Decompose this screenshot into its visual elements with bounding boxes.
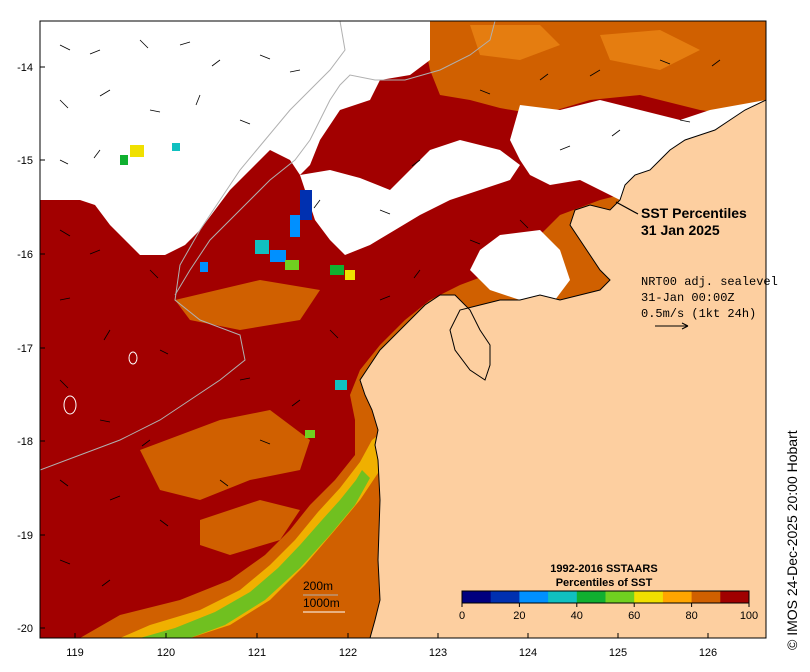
sst-orange-inland-band <box>140 410 310 500</box>
colorbar-tick-label: 20 <box>513 610 525 622</box>
y-tick-label: -17 <box>17 343 33 355</box>
x-tick-label: 122 <box>339 647 357 659</box>
colorbar-segment <box>462 591 492 603</box>
credit-text: © IMOS 24-Dec-2025 20:00 Hobart <box>784 430 800 650</box>
contour-label-1000m: 1000m <box>303 596 340 610</box>
legend-title-2: Percentiles of SST <box>556 577 653 589</box>
cloud-mask-north <box>40 21 430 255</box>
x-tick-label: 125 <box>609 647 627 659</box>
contour-label-200m: 200m <box>303 579 333 593</box>
colorbar-legend: 1992-2016 SSTAARS Percentiles of SST 0 20… <box>459 563 758 622</box>
current-vectors <box>59 39 721 587</box>
colorbar-segment <box>519 591 549 603</box>
map-layers <box>40 21 766 638</box>
sst-orange-patch-midwest <box>175 280 320 330</box>
seamount-contour <box>63 395 77 415</box>
colorbar-segment <box>605 591 635 603</box>
title-line-2: 31 Jan 2025 <box>641 222 720 238</box>
colorbar-outline <box>461 590 750 604</box>
y-tick-label: -20 <box>17 623 33 635</box>
y-tick-label: -14 <box>17 62 33 74</box>
x-tick-label: 121 <box>248 647 266 659</box>
y-tick-label: -15 <box>17 155 33 167</box>
current-source: NRT00 adj. sealevel <box>641 275 778 289</box>
map-title: SST Percentiles 31 Jan 2025 <box>615 201 747 238</box>
colorbar-segment <box>490 591 520 603</box>
colorbar-segment <box>691 591 721 603</box>
cold-pixel-cluster <box>120 143 355 438</box>
y-tick-label: -18 <box>17 436 33 448</box>
current-time: 31-Jan 00:00Z <box>641 291 735 305</box>
colorbar-tick-label: 100 <box>740 610 758 622</box>
colorbar <box>461 590 750 604</box>
colorbar-segment <box>662 591 693 603</box>
colorbar-ticks: 0 20 40 60 80 100 <box>459 603 758 622</box>
map-frame <box>39 20 767 639</box>
x-axis: 119 120 121 122 123 124 125 126 <box>66 633 717 659</box>
x-tick-label: 123 <box>429 647 447 659</box>
x-tick-label: 126 <box>699 647 717 659</box>
seamount-contour-2 <box>128 351 138 365</box>
colorbar-segment <box>576 591 606 603</box>
y-axis: -14 -15 -16 -17 -18 -19 -20 <box>17 62 45 635</box>
cloud-mask-bay <box>470 230 570 300</box>
legend-title-1: 1992-2016 SSTAARS <box>550 563 657 575</box>
sst-green-coastal-strip <box>140 470 370 638</box>
colorbar-tick-label: 80 <box>685 610 697 622</box>
scale-arrow-head <box>681 322 689 330</box>
contour-legend: 200m 1000m <box>303 579 345 613</box>
x-tick-label: 124 <box>519 647 537 659</box>
colorbar-segment <box>634 591 664 603</box>
colorbar-segment <box>720 591 750 603</box>
cloud-mask-central <box>300 140 520 255</box>
y-tick-label: -19 <box>17 530 33 542</box>
colorbar-tick-label: 0 <box>459 610 465 622</box>
x-tick-label: 120 <box>157 647 175 659</box>
colorbar-tick-label: 60 <box>628 610 640 622</box>
contour-200m <box>174 21 496 296</box>
sst-orange-band-2 <box>200 500 300 555</box>
title-line-1: SST Percentiles <box>641 205 747 221</box>
contour-1000m <box>40 21 346 471</box>
y-tick-label: -16 <box>17 249 33 261</box>
colorbar-tick-label: 40 <box>571 610 583 622</box>
current-scale: 0.5m/s (1kt 24h) <box>641 307 756 321</box>
sst-orange-patch-upper <box>470 25 700 70</box>
colorbar-segment <box>548 591 578 603</box>
x-tick-label: 119 <box>66 647 84 659</box>
current-info: NRT00 adj. sealevel 31-Jan 00:00Z 0.5m/s… <box>641 275 778 330</box>
land-mass <box>359 99 766 638</box>
